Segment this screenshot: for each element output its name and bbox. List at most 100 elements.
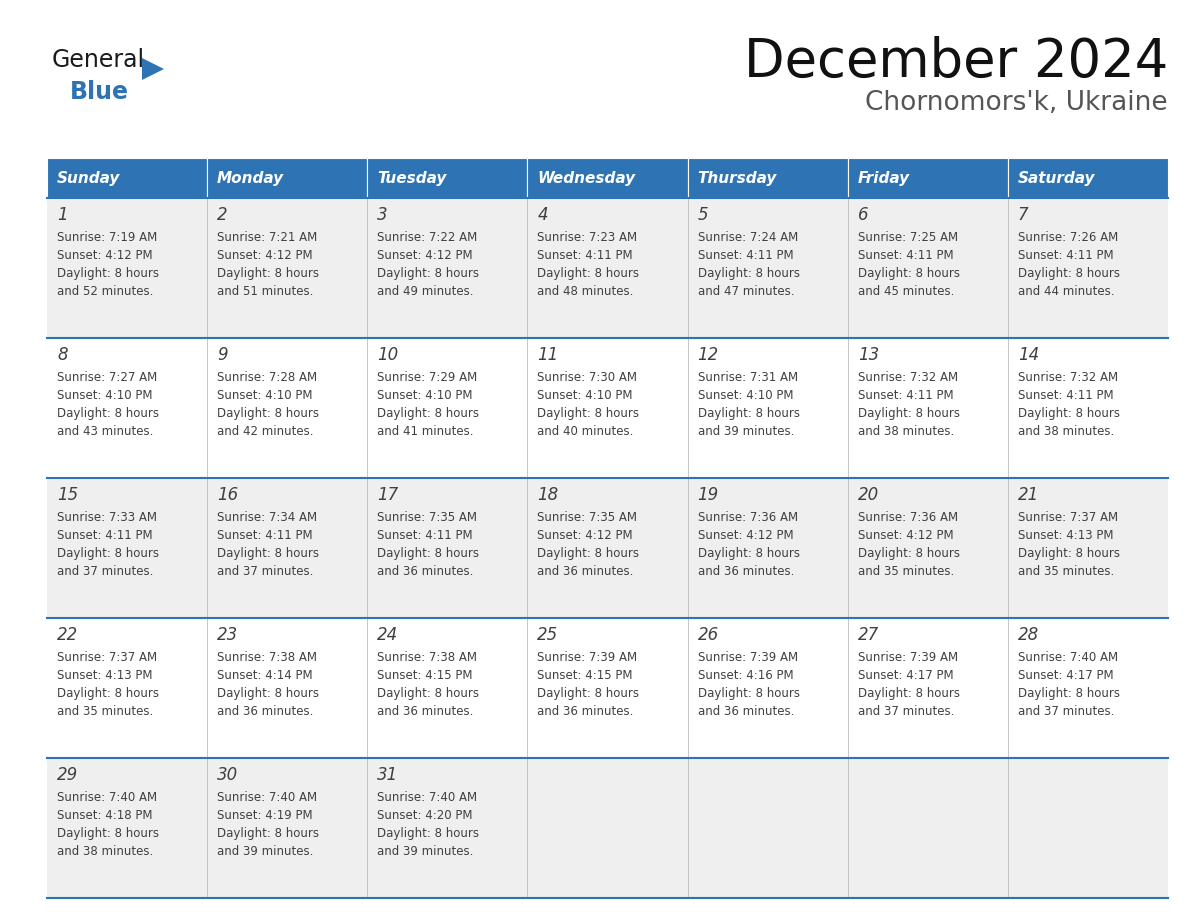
Text: and 36 minutes.: and 36 minutes. — [697, 705, 794, 718]
Text: 15: 15 — [57, 486, 78, 504]
Text: Sunset: 4:15 PM: Sunset: 4:15 PM — [378, 669, 473, 682]
Text: 26: 26 — [697, 626, 719, 644]
Text: Daylight: 8 hours: Daylight: 8 hours — [697, 547, 800, 560]
Text: and 36 minutes.: and 36 minutes. — [697, 565, 794, 578]
Text: and 38 minutes.: and 38 minutes. — [858, 425, 954, 438]
Text: Daylight: 8 hours: Daylight: 8 hours — [378, 687, 479, 700]
Text: 11: 11 — [537, 346, 558, 364]
Text: Sunset: 4:11 PM: Sunset: 4:11 PM — [858, 249, 953, 262]
Text: 1: 1 — [57, 206, 68, 224]
Text: and 52 minutes.: and 52 minutes. — [57, 285, 153, 298]
Text: Wednesday: Wednesday — [537, 171, 636, 185]
Text: Sunset: 4:10 PM: Sunset: 4:10 PM — [217, 389, 312, 402]
Text: 20: 20 — [858, 486, 879, 504]
Text: 17: 17 — [378, 486, 398, 504]
Text: and 38 minutes.: and 38 minutes. — [57, 845, 153, 858]
Text: Sunrise: 7:36 AM: Sunrise: 7:36 AM — [697, 511, 797, 524]
Text: Daylight: 8 hours: Daylight: 8 hours — [378, 267, 479, 280]
Text: Sunset: 4:16 PM: Sunset: 4:16 PM — [697, 669, 794, 682]
Text: Daylight: 8 hours: Daylight: 8 hours — [858, 547, 960, 560]
Text: Sunset: 4:11 PM: Sunset: 4:11 PM — [217, 529, 312, 542]
Text: and 37 minutes.: and 37 minutes. — [217, 565, 314, 578]
Text: Sunset: 4:20 PM: Sunset: 4:20 PM — [378, 809, 473, 822]
Text: and 39 minutes.: and 39 minutes. — [697, 425, 794, 438]
Text: Sunrise: 7:27 AM: Sunrise: 7:27 AM — [57, 371, 157, 384]
Text: Daylight: 8 hours: Daylight: 8 hours — [378, 827, 479, 840]
Text: Sunset: 4:12 PM: Sunset: 4:12 PM — [858, 529, 953, 542]
Text: Tuesday: Tuesday — [378, 171, 447, 185]
Text: Sunrise: 7:28 AM: Sunrise: 7:28 AM — [217, 371, 317, 384]
Text: Sunrise: 7:24 AM: Sunrise: 7:24 AM — [697, 231, 798, 244]
Bar — [48, 198, 1168, 338]
Text: and 35 minutes.: and 35 minutes. — [57, 705, 153, 718]
Text: Sunset: 4:12 PM: Sunset: 4:12 PM — [217, 249, 312, 262]
Text: Saturday: Saturday — [1018, 171, 1095, 185]
Text: Daylight: 8 hours: Daylight: 8 hours — [378, 547, 479, 560]
Text: 14: 14 — [1018, 346, 1040, 364]
Text: Daylight: 8 hours: Daylight: 8 hours — [1018, 547, 1120, 560]
Text: 27: 27 — [858, 626, 879, 644]
Text: 12: 12 — [697, 346, 719, 364]
Bar — [207, 158, 367, 198]
Text: Sunset: 4:11 PM: Sunset: 4:11 PM — [378, 529, 473, 542]
Text: Sunset: 4:12 PM: Sunset: 4:12 PM — [697, 529, 794, 542]
Text: Sunrise: 7:40 AM: Sunrise: 7:40 AM — [1018, 651, 1118, 664]
Text: Sunrise: 7:26 AM: Sunrise: 7:26 AM — [1018, 231, 1118, 244]
Text: Daylight: 8 hours: Daylight: 8 hours — [1018, 267, 1120, 280]
Text: 2: 2 — [217, 206, 228, 224]
Text: Sunset: 4:10 PM: Sunset: 4:10 PM — [378, 389, 473, 402]
Text: and 37 minutes.: and 37 minutes. — [1018, 705, 1114, 718]
Text: and 37 minutes.: and 37 minutes. — [858, 705, 954, 718]
Text: and 35 minutes.: and 35 minutes. — [1018, 565, 1114, 578]
Text: 21: 21 — [1018, 486, 1040, 504]
Text: Sunrise: 7:22 AM: Sunrise: 7:22 AM — [378, 231, 478, 244]
Text: General: General — [52, 48, 145, 72]
Text: Sunrise: 7:33 AM: Sunrise: 7:33 AM — [57, 511, 157, 524]
Bar — [527, 158, 688, 198]
Text: and 38 minutes.: and 38 minutes. — [1018, 425, 1114, 438]
Bar — [848, 158, 1007, 198]
Text: 4: 4 — [537, 206, 548, 224]
Text: Sunrise: 7:21 AM: Sunrise: 7:21 AM — [217, 231, 317, 244]
Text: 7: 7 — [1018, 206, 1029, 224]
Text: and 43 minutes.: and 43 minutes. — [57, 425, 153, 438]
Text: Sunset: 4:17 PM: Sunset: 4:17 PM — [1018, 669, 1113, 682]
Bar — [48, 338, 1168, 478]
Text: Thursday: Thursday — [697, 171, 777, 185]
Text: 24: 24 — [378, 626, 398, 644]
Text: and 45 minutes.: and 45 minutes. — [858, 285, 954, 298]
Text: and 36 minutes.: and 36 minutes. — [378, 565, 474, 578]
Text: Sunset: 4:11 PM: Sunset: 4:11 PM — [57, 529, 152, 542]
Text: Sunset: 4:15 PM: Sunset: 4:15 PM — [537, 669, 633, 682]
Text: Daylight: 8 hours: Daylight: 8 hours — [858, 267, 960, 280]
Text: and 49 minutes.: and 49 minutes. — [378, 285, 474, 298]
Text: Sunrise: 7:29 AM: Sunrise: 7:29 AM — [378, 371, 478, 384]
Text: Sunrise: 7:40 AM: Sunrise: 7:40 AM — [217, 791, 317, 804]
Text: Sunset: 4:12 PM: Sunset: 4:12 PM — [57, 249, 152, 262]
Text: Daylight: 8 hours: Daylight: 8 hours — [537, 547, 639, 560]
Text: Daylight: 8 hours: Daylight: 8 hours — [57, 827, 159, 840]
Text: Daylight: 8 hours: Daylight: 8 hours — [217, 407, 320, 420]
Text: Daylight: 8 hours: Daylight: 8 hours — [697, 407, 800, 420]
Text: 16: 16 — [217, 486, 239, 504]
Text: and 35 minutes.: and 35 minutes. — [858, 565, 954, 578]
Text: and 36 minutes.: and 36 minutes. — [537, 565, 634, 578]
Text: 19: 19 — [697, 486, 719, 504]
Text: Chornomors'k, Ukraine: Chornomors'k, Ukraine — [865, 90, 1168, 116]
Text: and 36 minutes.: and 36 minutes. — [378, 705, 474, 718]
Text: 13: 13 — [858, 346, 879, 364]
Text: Sunset: 4:12 PM: Sunset: 4:12 PM — [378, 249, 473, 262]
Text: Daylight: 8 hours: Daylight: 8 hours — [1018, 407, 1120, 420]
Text: Sunrise: 7:39 AM: Sunrise: 7:39 AM — [697, 651, 797, 664]
Text: Daylight: 8 hours: Daylight: 8 hours — [858, 407, 960, 420]
Text: Sunset: 4:11 PM: Sunset: 4:11 PM — [1018, 249, 1113, 262]
Text: 22: 22 — [57, 626, 78, 644]
Text: Sunset: 4:13 PM: Sunset: 4:13 PM — [57, 669, 152, 682]
Text: Daylight: 8 hours: Daylight: 8 hours — [57, 687, 159, 700]
Text: Daylight: 8 hours: Daylight: 8 hours — [57, 267, 159, 280]
Text: Daylight: 8 hours: Daylight: 8 hours — [697, 267, 800, 280]
Text: 28: 28 — [1018, 626, 1040, 644]
Text: Sunset: 4:12 PM: Sunset: 4:12 PM — [537, 529, 633, 542]
Text: Sunrise: 7:39 AM: Sunrise: 7:39 AM — [537, 651, 638, 664]
Text: Sunset: 4:10 PM: Sunset: 4:10 PM — [57, 389, 152, 402]
